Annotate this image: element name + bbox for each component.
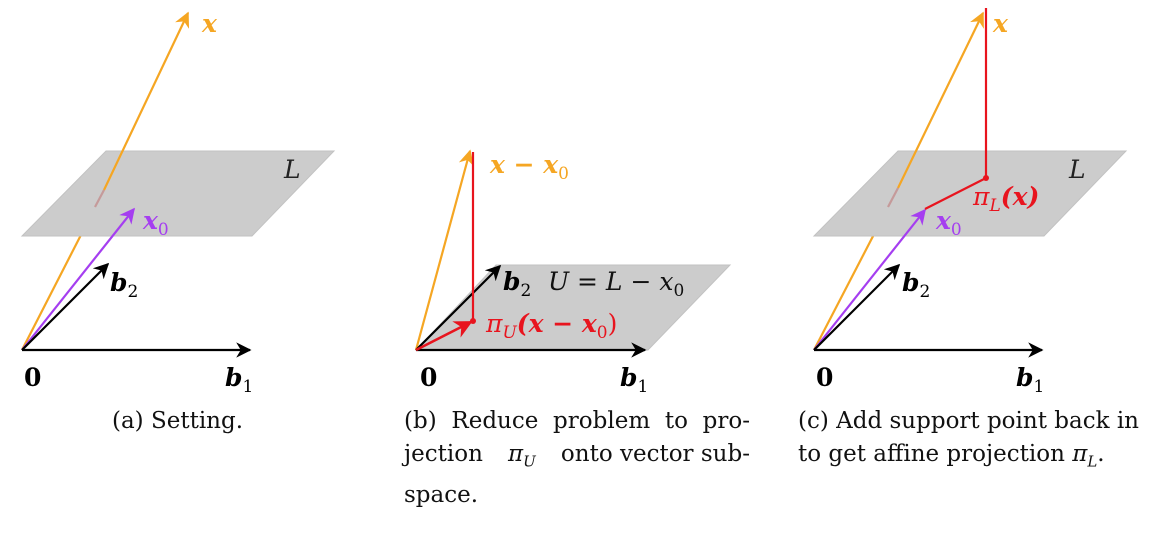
caption-c-line1: (c) Add support point back in — [798, 408, 1139, 434]
caption-b-line3: space. — [404, 481, 479, 508]
b2-vector — [813, 263, 901, 351]
label-b1: b1 — [225, 363, 253, 397]
piL-point — [983, 175, 989, 181]
figure: x L x0 b2 0 b1 x − x0 b2 U = L − x0 πU(x… — [20, 8, 1128, 397]
piL-segment — [924, 177, 987, 210]
piU-point — [470, 318, 476, 324]
panel-a: x L x0 b2 0 b1 — [20, 9, 336, 397]
label-origin: 0 — [816, 363, 833, 392]
label-x0: x0 — [142, 206, 169, 240]
plane-U — [414, 264, 732, 351]
label-origin: 0 — [420, 363, 437, 392]
caption-b-line2-pre: jection — [404, 441, 483, 467]
label-x-minus-x0: x − x0 — [489, 150, 569, 184]
plane-L — [812, 150, 1128, 237]
b2-vector — [415, 264, 502, 351]
label-L: L — [283, 155, 301, 184]
label-b1: b1 — [620, 363, 648, 397]
plane-L — [20, 150, 336, 237]
b2-vector — [21, 262, 110, 351]
x-vector-in-plane — [887, 187, 899, 208]
caption-b: (b) Reduce problem to pro- jection πU on… — [404, 405, 750, 512]
caption-b-line1: (b) Reduce problem to pro- — [404, 408, 750, 434]
caption-c: (c) Add support point back in to get aff… — [798, 405, 1150, 479]
caption-b-line2: jection πU onto vector sub- — [404, 438, 750, 479]
label-b2: b2 — [110, 268, 138, 302]
x-vector-in-plane — [94, 189, 105, 208]
x-vector-upper — [897, 11, 984, 189]
x-vector-upper — [103, 11, 190, 191]
caption-b-line2-post: onto vector sub- — [560, 441, 750, 467]
label-piL: πL(x) — [972, 182, 1039, 216]
caption-c-line2: to get affine projection πL. — [798, 441, 1105, 471]
label-L: L — [1068, 155, 1086, 184]
piU-vector — [415, 320, 473, 352]
x0-vector — [21, 207, 135, 351]
panel-b: x − x0 b2 U = L − x0 πU(x − x0) 0 b1 — [414, 149, 732, 397]
caption-b-line2-math: πU — [508, 441, 536, 471]
label-b2: b2 — [503, 267, 531, 301]
label-piU: πU(x − x0) — [485, 309, 617, 343]
label-b1: b1 — [1016, 363, 1044, 397]
label-x: x — [201, 9, 218, 38]
label-x0: x0 — [935, 206, 962, 240]
label-origin: 0 — [24, 363, 41, 392]
label-x: x — [992, 9, 1009, 38]
x0-vector — [813, 208, 926, 351]
panel-c: x L πL(x) x0 b2 0 b1 — [812, 8, 1128, 397]
x-minus-x0-vector — [414, 149, 474, 351]
label-b2: b2 — [902, 268, 930, 302]
label-U-equation: U = L − x0 — [548, 267, 684, 301]
caption-a: (a) Setting. — [112, 408, 244, 434]
